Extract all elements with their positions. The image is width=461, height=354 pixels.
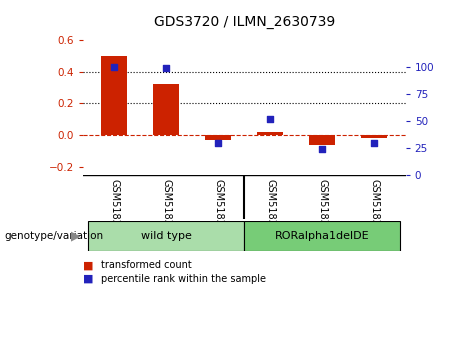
Text: RORalpha1delDE: RORalpha1delDE	[275, 231, 370, 241]
Bar	[244, 221, 401, 251]
Text: ■: ■	[83, 261, 94, 270]
Text: genotype/variation: genotype/variation	[5, 231, 104, 241]
Point	[215, 140, 222, 145]
Text: GSM518355: GSM518355	[318, 178, 327, 238]
Text: ■: ■	[83, 274, 94, 284]
Bar	[309, 135, 336, 145]
Text: GSM518356: GSM518356	[369, 178, 379, 238]
Text: wild type: wild type	[141, 231, 192, 241]
Text: transformed count: transformed count	[101, 261, 192, 270]
Bar	[257, 132, 284, 135]
Point	[266, 116, 274, 122]
Text: GSM518352: GSM518352	[161, 178, 171, 238]
Bar	[101, 56, 127, 135]
Point	[371, 140, 378, 145]
Bar	[88, 221, 244, 251]
Bar	[205, 135, 231, 140]
Text: GSM518351: GSM518351	[109, 178, 119, 238]
Text: ▶: ▶	[71, 230, 81, 243]
Text: percentile rank within the sample: percentile rank within the sample	[101, 274, 266, 284]
Point	[319, 146, 326, 152]
Bar	[361, 135, 387, 138]
Bar	[153, 84, 179, 135]
Text: GSM518354: GSM518354	[266, 178, 275, 238]
Text: GSM518353: GSM518353	[213, 178, 223, 238]
Title: GDS3720 / ILMN_2630739: GDS3720 / ILMN_2630739	[154, 16, 335, 29]
Point	[111, 64, 118, 70]
Point	[163, 65, 170, 71]
